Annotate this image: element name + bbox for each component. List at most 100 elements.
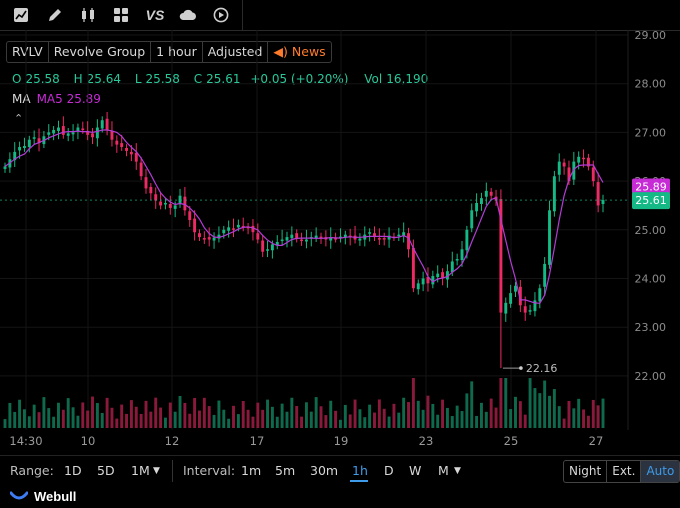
volume-bar: [134, 406, 138, 428]
range-option-1d[interactable]: 1D: [64, 463, 82, 478]
candle-body: [261, 240, 265, 252]
volume-bar: [52, 416, 56, 428]
x-tick-label: 23: [419, 434, 434, 448]
interval-option-w[interactable]: W: [409, 463, 422, 478]
news-chip[interactable]: ◀) News: [268, 42, 330, 62]
volume-bar: [339, 419, 342, 428]
chart-icon[interactable]: [10, 4, 32, 26]
candle-body: [509, 293, 513, 304]
price-chart[interactable]: 29.0028.0027.0026.0025.0024.0023.0022.00…: [0, 30, 680, 455]
volume-bar: [270, 406, 274, 428]
interval-option-1h[interactable]: 1h: [352, 463, 368, 478]
volume-bar: [455, 405, 459, 428]
volume-bar: [489, 398, 493, 428]
interval-chip[interactable]: 1 hour: [151, 42, 203, 62]
volume-bar: [533, 388, 537, 428]
candle-body: [455, 259, 459, 261]
volume-bar: [120, 404, 124, 428]
candle-body: [470, 210, 474, 229]
candle-body: [241, 225, 245, 228]
volume-bar: [377, 399, 381, 428]
volume-bar: [397, 412, 401, 428]
pencil-icon[interactable]: [44, 4, 66, 26]
cloud-icon[interactable]: [177, 4, 199, 26]
candle-body: [232, 228, 235, 230]
volume-bar: [582, 409, 586, 428]
candle-body: [207, 237, 211, 240]
candle-body: [120, 143, 124, 148]
volume-bar: [295, 406, 299, 428]
volume-bar: [572, 408, 576, 428]
volume-bar: [105, 397, 109, 428]
low-marker-dot: [519, 366, 523, 370]
news-label: News: [291, 44, 326, 59]
candle-body: [144, 177, 148, 189]
x-tick-label: 19: [334, 434, 349, 448]
company-chip[interactable]: Revolve Group: [49, 42, 152, 62]
volume-bar: [538, 393, 542, 428]
session-ext[interactable]: Ext.: [607, 461, 642, 482]
volume-bar: [66, 398, 70, 428]
ma5-line: [4, 129, 604, 304]
interval-option-1m[interactable]: 1m: [241, 463, 262, 478]
ticker-chip[interactable]: RVLV: [7, 42, 49, 62]
candle-body: [601, 200, 605, 204]
volume-bar: [198, 410, 201, 428]
grid-icon[interactable]: [110, 4, 132, 26]
volume-bar: [202, 397, 206, 428]
candle-body: [183, 196, 187, 211]
volume-bar: [57, 402, 60, 428]
brand: Webull: [10, 487, 76, 505]
range-dropdown-icon[interactable]: ▼: [153, 466, 160, 476]
ma5-price-tag-text: 25.89: [635, 180, 667, 193]
compare-icon[interactable]: VS: [145, 7, 165, 23]
volume-bar: [343, 404, 347, 428]
volume-bar: [212, 414, 216, 428]
candle-body: [397, 234, 401, 237]
candle-body: [149, 186, 153, 194]
candle-body: [266, 249, 269, 251]
replay-icon[interactable]: [210, 4, 232, 26]
candle-body: [86, 130, 90, 135]
last-price-tag: [632, 192, 670, 210]
y-tick-label: 29.00: [635, 30, 667, 42]
candle-body: [460, 249, 464, 260]
interval-option-d[interactable]: D: [384, 463, 394, 478]
candle-body: [465, 229, 469, 251]
candle-body: [188, 211, 192, 221]
session-night[interactable]: Night: [564, 461, 608, 482]
volume-bar: [368, 404, 372, 428]
volume-bar: [358, 409, 362, 428]
volume-bar: [304, 402, 308, 428]
volume-label: Vol: [364, 72, 383, 86]
volume-bar: [523, 414, 527, 428]
candle-body: [368, 232, 372, 234]
interval-dropdown-icon[interactable]: ▼: [454, 466, 461, 476]
y-tick-label: 23.00: [635, 321, 667, 334]
adjust-chip[interactable]: Adjusted: [203, 42, 269, 62]
candle-body: [168, 203, 172, 208]
collapse-caret-icon[interactable]: ⌃: [14, 112, 24, 125]
session-auto[interactable]: Auto: [641, 461, 680, 482]
candlestick-icon[interactable]: [77, 4, 99, 26]
candle-body: [596, 182, 600, 206]
volume-bar: [13, 411, 17, 428]
volume-bar: [173, 411, 177, 428]
volume-bar: [470, 381, 474, 428]
candle-body: [32, 137, 36, 139]
volume-bar: [81, 402, 85, 428]
candle-body: [518, 286, 522, 306]
range-option-1m[interactable]: 1M: [131, 463, 150, 478]
volume-bar: [460, 411, 464, 428]
interval-option-m[interactable]: M: [438, 463, 449, 478]
candle-body: [416, 283, 420, 290]
brand-name: Webull: [34, 488, 77, 504]
candle-body: [514, 285, 517, 292]
interval-option-5m[interactable]: 5m: [275, 463, 296, 478]
volume-bar: [18, 399, 22, 428]
candle-body: [382, 238, 386, 240]
range-option-5d[interactable]: 5D: [97, 463, 115, 478]
candle-body: [358, 238, 362, 241]
interval-option-30m[interactable]: 30m: [310, 463, 339, 478]
candle-body: [411, 247, 415, 289]
